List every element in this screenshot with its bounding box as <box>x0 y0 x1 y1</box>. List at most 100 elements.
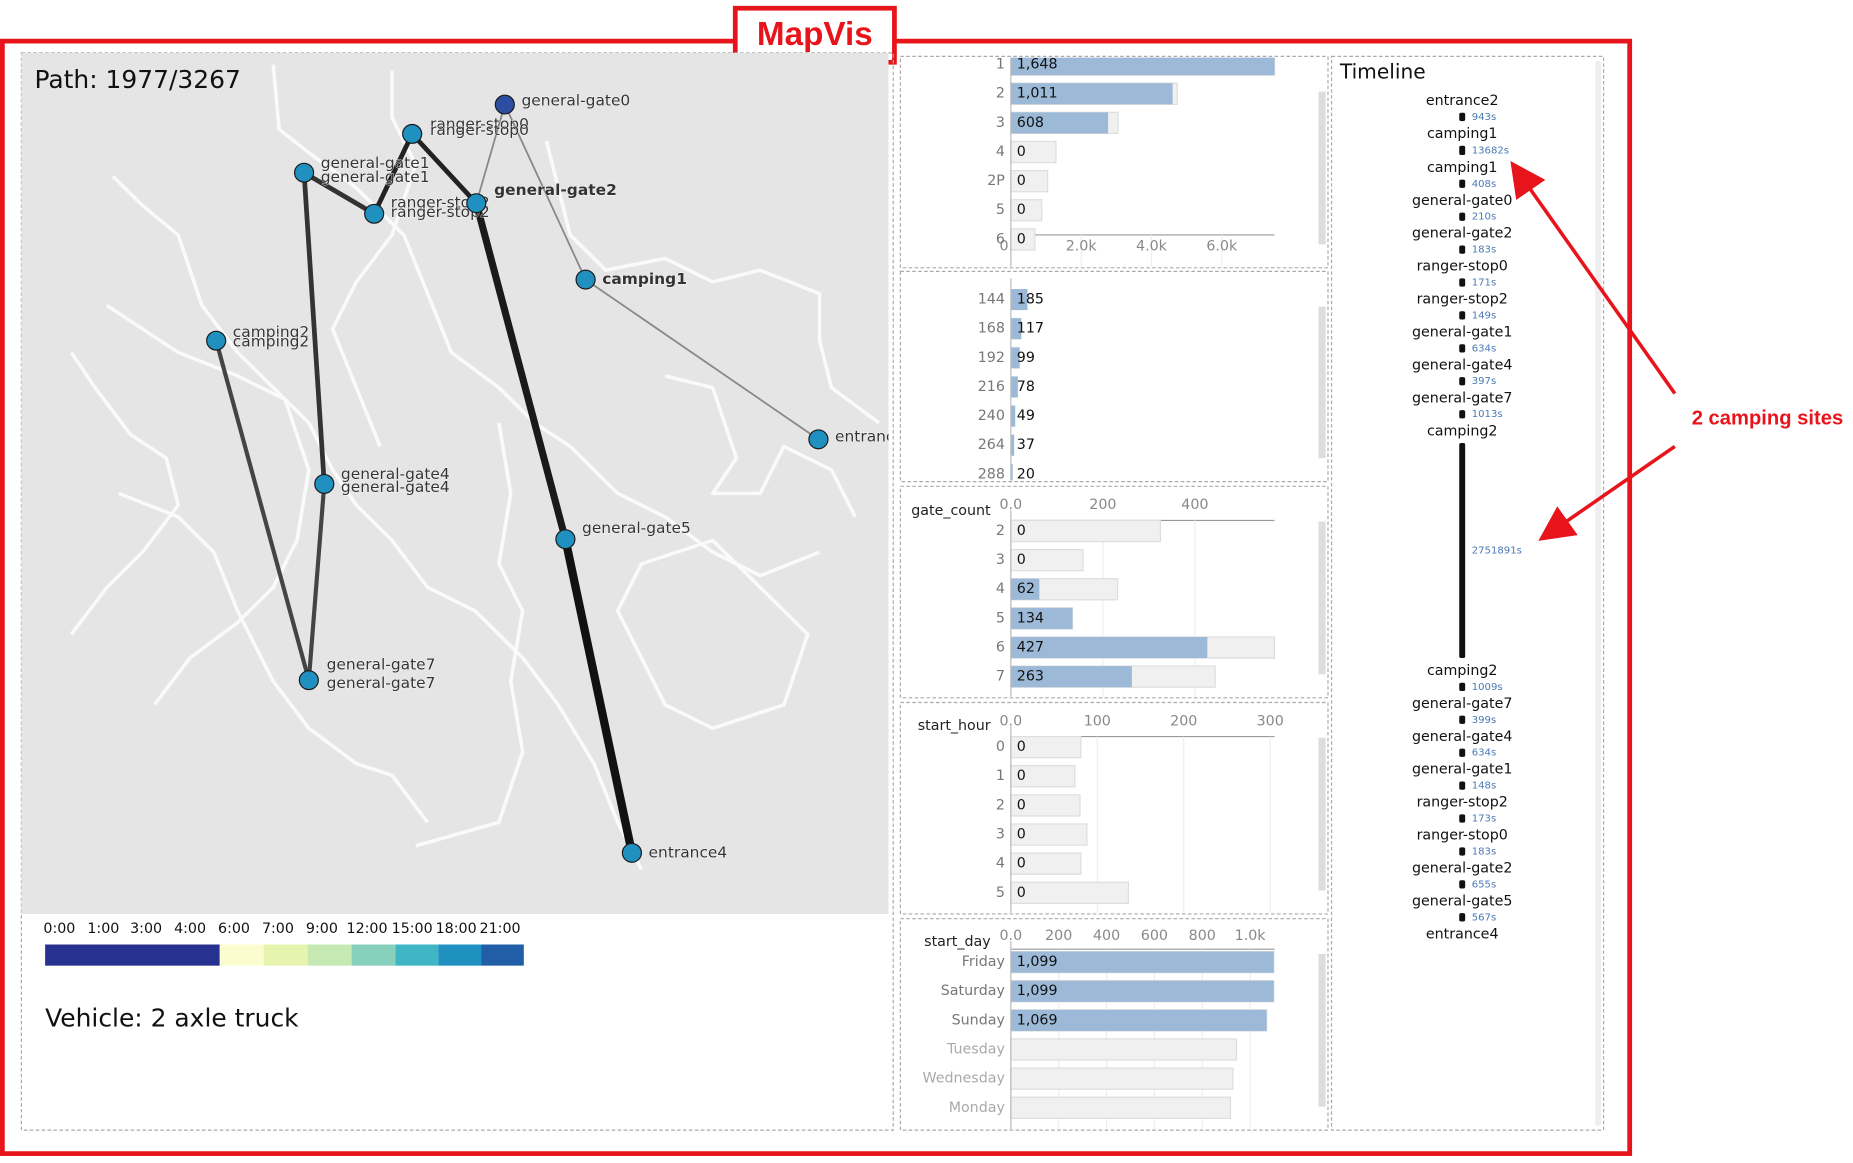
legend-label: 21:00 <box>480 921 521 937</box>
x-tick-label: 600 <box>1141 928 1168 944</box>
legend-label: 15:00 <box>392 921 433 937</box>
duration-label: 655s <box>1472 879 1497 890</box>
duration-bar <box>1459 715 1466 724</box>
timeline-stop: general-gate1 <box>1412 762 1512 778</box>
legend-label: 0:00 <box>43 921 75 937</box>
value-label: 20 <box>1017 466 1035 482</box>
duration-bar <box>1459 682 1466 691</box>
annotation: 2 camping sites <box>1692 408 1843 430</box>
vehicle-label: Vehicle: 2 axle truck <box>45 1004 299 1033</box>
value-bar <box>1010 980 1274 1002</box>
chart-panel <box>899 270 1329 483</box>
nodes: general-gate0ranger-stop0ranger-stop0gen… <box>206 91 888 863</box>
x-tick-label: 200 <box>1170 713 1197 729</box>
timeline-stop: ranger-stop0 <box>1417 828 1508 844</box>
duration-label: 13682s <box>1472 145 1509 156</box>
row-label: 240 <box>978 408 1005 424</box>
value-label: 1,648 <box>1017 57 1058 73</box>
value-label: 0 <box>1017 202 1026 218</box>
value-bar <box>1010 288 1028 311</box>
time-legend: 0:00 1:00 3:00 4:00 6:00 7:00 9:00 12:00 15:00 18… <box>43 921 524 966</box>
x-tick-label: 200 <box>1089 497 1116 513</box>
map-node <box>364 203 385 224</box>
legend-swatch <box>45 944 220 966</box>
duration-label: 183s <box>1472 846 1497 857</box>
node-label: general-gate5 <box>582 519 691 537</box>
map-node <box>555 529 576 550</box>
chart-panel <box>899 55 1329 269</box>
node-label: general-gate2 <box>494 181 617 199</box>
duration-bar <box>1459 847 1466 856</box>
map-node <box>466 193 487 214</box>
value-label: 0 <box>1017 231 1026 247</box>
legend-swatch <box>395 944 439 966</box>
row-label: 0 <box>996 739 1005 755</box>
duration-label: 1009s <box>1472 682 1503 693</box>
value-bar <box>1010 1009 1267 1031</box>
duration-bar <box>1459 410 1466 419</box>
node-label: general-gate4 <box>341 465 450 483</box>
legend-label: 6:00 <box>218 921 250 937</box>
timeline-stop: camping1 <box>1427 160 1498 176</box>
path-edge <box>306 483 327 681</box>
row-label: 288 <box>978 466 1005 482</box>
value-label: 49 <box>1017 408 1035 424</box>
duration-label: 183s <box>1472 245 1497 256</box>
row-label: 7 <box>996 669 1005 685</box>
value-label: 0 <box>1017 797 1026 813</box>
legend-label: 4:00 <box>174 921 206 937</box>
legend-label: 7:00 <box>262 921 294 937</box>
duration-label: 634s <box>1472 343 1497 354</box>
x-tick-label: 200 <box>1045 928 1072 944</box>
value-bar <box>1010 347 1020 369</box>
value-label: 0 <box>1017 885 1026 901</box>
edges <box>214 104 819 854</box>
x-tick-label: 2.0k <box>1066 239 1098 255</box>
duration-bar <box>1459 748 1466 757</box>
duration-bar <box>1459 814 1466 823</box>
timeline-title: Timeline <box>1339 59 1426 83</box>
duration-label: 408s <box>1472 179 1497 190</box>
timeline-stop: camping2 <box>1427 423 1498 439</box>
duration-bar <box>1459 913 1466 922</box>
timeline-stop: camping1 <box>1427 126 1498 142</box>
duration-label: 634s <box>1472 748 1497 759</box>
node-label: camping1 <box>602 270 687 288</box>
row-label: 168 <box>978 321 1005 337</box>
timeline-stop: general-gate7 <box>1412 390 1512 406</box>
row-label: 2 <box>996 523 1005 539</box>
x-tick-label: 100 <box>1084 713 1111 729</box>
row-label: 4 <box>996 856 1005 872</box>
value-label: 78 <box>1017 379 1035 395</box>
duration-bar <box>1459 880 1466 889</box>
row-label: 6 <box>996 231 1005 247</box>
value-label: 0 <box>1017 827 1026 843</box>
duration-label: 2751891s <box>1472 546 1522 557</box>
row-label: 192 <box>978 350 1005 366</box>
node-label: general-gate0 <box>521 92 630 110</box>
timeline-stop: camping2 <box>1427 663 1498 679</box>
value-label: 608 <box>1017 115 1044 131</box>
legend-swatch <box>351 944 396 966</box>
legend-swatch <box>307 944 352 966</box>
path-edge <box>372 132 415 215</box>
value-label: 37 <box>1017 437 1035 453</box>
value-bar <box>1010 83 1173 105</box>
total-bar <box>1010 1096 1232 1119</box>
panel-label: start_hour <box>918 718 991 734</box>
value-bar <box>1010 951 1274 973</box>
duration-label: 171s <box>1472 278 1497 289</box>
total-bar <box>1010 1038 1238 1061</box>
value-label: 1,011 <box>1017 86 1058 102</box>
timeline-panel <box>1330 55 1605 1131</box>
value-label: 0 <box>1017 144 1026 160</box>
x-tick-label: 0.0 <box>1000 713 1023 729</box>
legend-swatch <box>481 944 524 966</box>
value-label: 185 <box>1017 292 1044 308</box>
duration-label: 173s <box>1472 814 1497 825</box>
legend-label: 1:00 <box>87 921 119 937</box>
value-label: 1,069 <box>1017 1012 1058 1028</box>
row-label: Saturday <box>941 983 1005 999</box>
